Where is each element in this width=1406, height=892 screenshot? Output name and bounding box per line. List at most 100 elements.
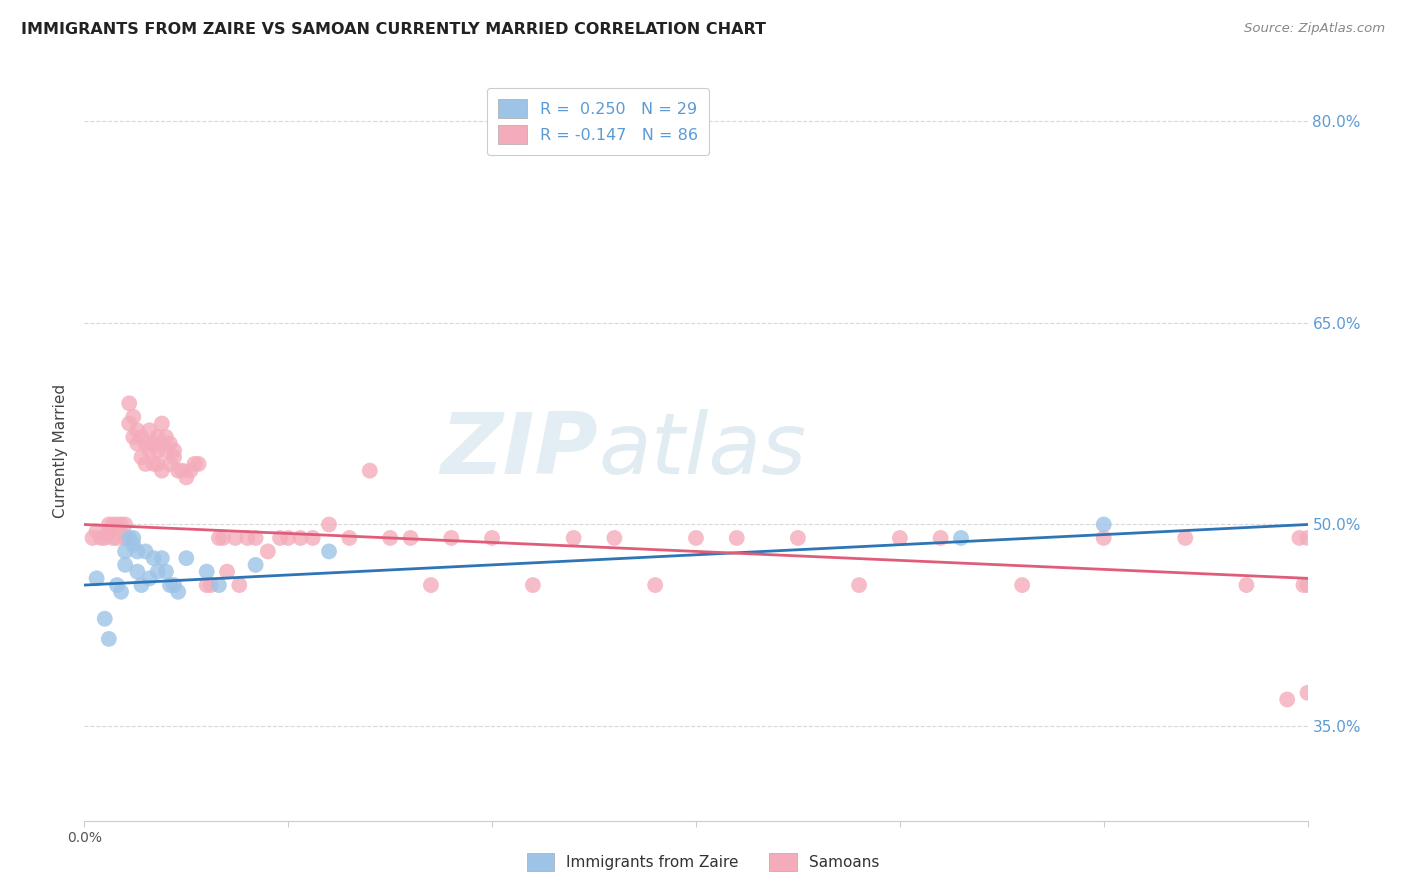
Point: [146, 565, 169, 579]
Point: [150, 464, 173, 478]
Point: [1296, 531, 1319, 545]
Point: [122, 531, 145, 545]
Point: [245, 558, 267, 572]
Point: [142, 457, 165, 471]
Point: [90, 531, 112, 545]
Point: [318, 544, 340, 558]
Point: [163, 443, 186, 458]
Point: [195, 565, 218, 579]
Point: [146, 443, 169, 458]
Point: [217, 565, 239, 579]
Point: [118, 396, 141, 410]
Point: [150, 551, 173, 566]
Point: [114, 531, 136, 545]
Point: [257, 544, 280, 558]
Point: [142, 436, 165, 450]
Point: [105, 531, 128, 545]
Point: [212, 531, 235, 545]
Point: [110, 584, 132, 599]
Point: [138, 571, 160, 585]
Legend: Immigrants from Zaire, Samoans: Immigrants from Zaire, Samoans: [517, 844, 889, 880]
Point: [105, 517, 128, 532]
Point: [146, 430, 169, 444]
Point: [110, 517, 132, 532]
Point: [603, 531, 626, 545]
Point: [159, 457, 181, 471]
Point: [245, 531, 267, 545]
Point: [301, 531, 323, 545]
Point: [725, 531, 748, 545]
Point: [1092, 517, 1115, 532]
Point: [359, 464, 381, 478]
Point: [93, 531, 115, 545]
Point: [1296, 578, 1319, 592]
Point: [562, 531, 585, 545]
Point: [155, 430, 177, 444]
Point: [200, 578, 222, 592]
Point: [236, 531, 259, 545]
Point: [122, 409, 145, 424]
Point: [127, 565, 149, 579]
Point: [950, 531, 973, 545]
Point: [131, 578, 153, 592]
Point: [290, 531, 312, 545]
Point: [277, 531, 299, 545]
Point: [135, 457, 157, 471]
Point: [138, 443, 160, 458]
Point: [127, 436, 149, 450]
Point: [146, 457, 169, 471]
Point: [82, 531, 104, 545]
Point: [155, 443, 177, 458]
Point: [889, 531, 911, 545]
Point: [97, 517, 120, 532]
Point: [127, 544, 149, 558]
Point: [122, 430, 145, 444]
Point: [380, 531, 402, 545]
Point: [183, 457, 205, 471]
Point: [135, 544, 157, 558]
Text: ZIP: ZIP: [440, 409, 598, 492]
Point: [167, 584, 190, 599]
Point: [174, 551, 197, 566]
Point: [150, 417, 173, 431]
Point: [179, 464, 201, 478]
Point: [522, 578, 544, 592]
Point: [86, 524, 108, 539]
Point: [929, 531, 952, 545]
Point: [105, 578, 128, 592]
Point: [135, 436, 157, 450]
Point: [118, 531, 141, 545]
Point: [208, 578, 231, 592]
Point: [86, 571, 108, 585]
Point: [187, 457, 209, 471]
Point: [101, 531, 124, 545]
Point: [848, 578, 870, 592]
Point: [167, 464, 190, 478]
Text: atlas: atlas: [598, 409, 806, 492]
Y-axis label: Currently Married: Currently Married: [53, 384, 69, 517]
Point: [127, 423, 149, 437]
Point: [644, 578, 666, 592]
Point: [118, 417, 141, 431]
Point: [440, 531, 463, 545]
Point: [172, 464, 194, 478]
Point: [224, 531, 246, 545]
Point: [138, 423, 160, 437]
Point: [339, 531, 361, 545]
Point: [399, 531, 422, 545]
Point: [481, 531, 503, 545]
Point: [1092, 531, 1115, 545]
Point: [208, 531, 231, 545]
Point: [1277, 692, 1299, 706]
Point: [114, 558, 136, 572]
Point: [1296, 686, 1319, 700]
Point: [114, 544, 136, 558]
Point: [318, 517, 340, 532]
Point: [174, 470, 197, 484]
Point: [155, 565, 177, 579]
Point: [142, 551, 165, 566]
Point: [1288, 531, 1310, 545]
Point: [163, 450, 186, 465]
Point: [1174, 531, 1197, 545]
Point: [159, 578, 181, 592]
